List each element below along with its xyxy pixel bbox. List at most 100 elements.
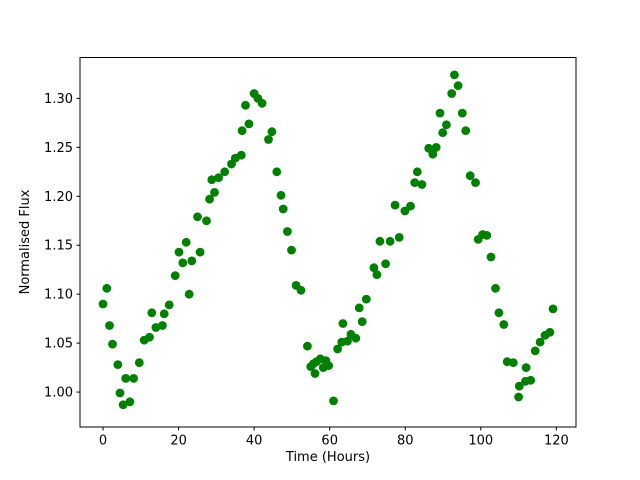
x-tick-label: 40 — [246, 434, 263, 449]
data-point — [125, 397, 135, 407]
data-point — [202, 216, 211, 226]
data-point — [431, 143, 441, 152]
data-point — [158, 321, 167, 330]
data-point — [494, 308, 504, 318]
data-point — [278, 204, 288, 214]
data-point — [159, 309, 169, 319]
data-point — [435, 108, 445, 118]
data-point — [187, 256, 197, 266]
data-point — [283, 227, 292, 236]
plot-area — [79, 57, 577, 428]
y-tick-label: 1.25 — [44, 141, 73, 156]
data-point — [465, 171, 475, 181]
data-point — [442, 120, 451, 130]
data-point — [351, 333, 361, 343]
data-point — [296, 285, 306, 295]
data-point — [428, 149, 438, 159]
data-point — [244, 119, 254, 129]
data-point — [461, 126, 471, 136]
data-point — [545, 327, 555, 337]
y-tick-label: 1.15 — [44, 239, 73, 254]
data-point — [181, 237, 191, 247]
data-point — [372, 270, 382, 279]
data-point — [310, 369, 320, 378]
data-point — [145, 332, 154, 342]
x-tick-label: 80 — [397, 434, 414, 449]
data-point — [369, 263, 379, 273]
data-point — [447, 89, 457, 98]
data-point — [214, 173, 224, 183]
x-tick-label: 60 — [321, 434, 338, 449]
data-point — [276, 190, 286, 200]
data-point — [394, 233, 404, 242]
data-point — [471, 178, 480, 188]
data-point — [491, 283, 500, 293]
x-tick-label: 20 — [170, 434, 187, 449]
data-point — [333, 344, 342, 354]
data-point — [450, 70, 459, 80]
data-point — [457, 108, 467, 118]
data-point — [354, 303, 364, 313]
y-tick-label: 1.00 — [44, 386, 73, 401]
data-point — [108, 339, 117, 349]
y-tick-label: 1.20 — [44, 190, 73, 205]
data-point — [147, 308, 157, 318]
y-tick-label: 1.05 — [44, 337, 73, 352]
data-point — [174, 247, 184, 257]
data-point — [514, 392, 523, 402]
data-point — [195, 247, 205, 257]
x-tick-label: 100 — [468, 434, 493, 449]
y-axis-label: Normalised Flux — [18, 189, 33, 294]
y-tick-label: 1.10 — [44, 288, 73, 303]
data-point — [438, 128, 448, 138]
data-point — [129, 374, 139, 383]
data-point — [303, 341, 312, 351]
data-point — [417, 180, 427, 189]
data-point — [385, 236, 395, 246]
data-point — [236, 150, 246, 160]
data-point — [548, 304, 558, 314]
x-axis-label: Time (Hours) — [285, 450, 370, 465]
data-point — [508, 358, 518, 368]
data-point — [184, 289, 194, 299]
data-point — [170, 271, 180, 280]
data-point — [514, 381, 524, 391]
data-point — [257, 98, 267, 108]
data-point — [210, 188, 219, 197]
data-point — [521, 363, 531, 372]
data-point — [486, 252, 496, 262]
y-tick-label: 1.30 — [44, 92, 73, 107]
data-point — [361, 294, 371, 304]
data-point — [115, 388, 125, 398]
data-point — [272, 167, 282, 177]
data-point — [121, 374, 131, 383]
data-point — [98, 299, 108, 309]
data-point — [134, 358, 144, 368]
data-point — [164, 300, 174, 310]
data-point — [178, 258, 188, 268]
data-point — [105, 321, 114, 330]
data-point — [357, 317, 367, 326]
data-point — [237, 126, 247, 136]
data-point — [267, 127, 277, 137]
data-point — [324, 361, 333, 370]
data-point — [193, 212, 202, 222]
data-point — [343, 336, 352, 346]
data-point — [113, 360, 123, 369]
data-point — [381, 259, 390, 269]
data-point — [375, 236, 385, 246]
data-point — [535, 337, 545, 347]
data-point — [390, 200, 400, 210]
data-point — [338, 319, 348, 328]
data-point — [406, 201, 415, 211]
data-point — [530, 346, 540, 356]
data-point — [453, 81, 463, 91]
x-tick-label: 120 — [544, 434, 569, 449]
data-point — [220, 167, 230, 177]
data-point — [207, 175, 217, 185]
data-point — [499, 320, 509, 329]
data-point — [118, 400, 128, 410]
plot-layer: 0 20 40 60 80 100 120 1.00 1.05 1.10 1.15 1.20 1.25 1… — [44, 57, 577, 449]
